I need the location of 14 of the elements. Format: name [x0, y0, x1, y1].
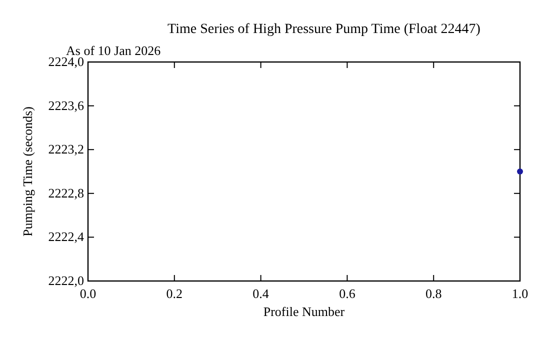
y-axis-title: Pumping Time (seconds) — [20, 106, 35, 237]
x-tick-label: 0.6 — [339, 286, 356, 301]
y-tick-label: 2222,0 — [48, 273, 84, 288]
y-tick-label: 2223,2 — [48, 142, 84, 157]
x-tick-label: 0.2 — [166, 286, 183, 301]
x-tick-label: 0.8 — [425, 286, 442, 301]
y-tick-label: 2223,6 — [48, 98, 84, 113]
y-tick-label: 2222,8 — [48, 185, 84, 200]
x-tick-label: 0.0 — [80, 286, 96, 301]
x-axis-title: Profile Number — [263, 304, 346, 319]
x-tick-label: 1.0 — [512, 286, 528, 301]
x-tick-label: 0.4 — [252, 286, 270, 301]
chart-title: Time Series of High Pressure Pump Time (Float 22447) — [168, 22, 481, 37]
y-tick-label: 2222,4 — [48, 229, 84, 244]
